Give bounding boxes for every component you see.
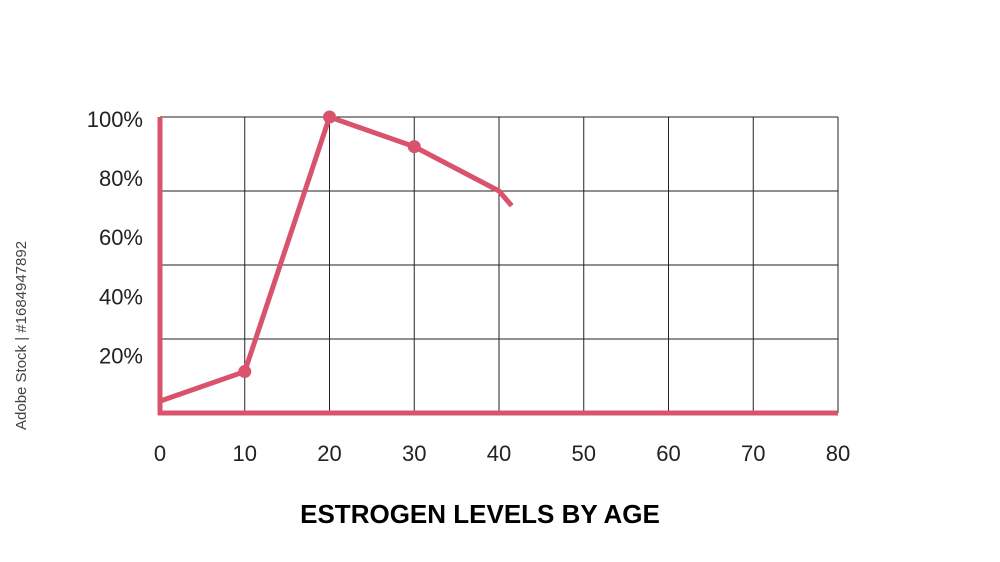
- x-tick-label: 60: [656, 441, 680, 466]
- data-point: [238, 365, 252, 379]
- x-tick-label: 0: [154, 441, 166, 466]
- y-tick-label: 20%: [99, 344, 143, 369]
- data-point: [323, 110, 336, 124]
- x-tick-label: 30: [402, 441, 426, 466]
- y-tick-label: 100%: [87, 107, 143, 132]
- watermark: Adobe Stock | #1684947892: [13, 241, 30, 430]
- x-tick-label: 10: [233, 441, 257, 466]
- data-line: [159, 114, 514, 404]
- x-tick-label: 70: [741, 441, 765, 466]
- x-tick-label: 50: [572, 441, 596, 466]
- x-tick-label: 20: [317, 441, 341, 466]
- x-tick-label: 80: [826, 441, 850, 466]
- x-tick-label: 40: [487, 441, 511, 466]
- data-point: [407, 140, 421, 154]
- y-tick-label: 60%: [99, 225, 143, 250]
- y-tick-label: 40%: [99, 284, 143, 309]
- y-tick-label: 80%: [99, 166, 143, 191]
- chart-title: ESTROGEN LEVELS BY AGE: [300, 499, 660, 529]
